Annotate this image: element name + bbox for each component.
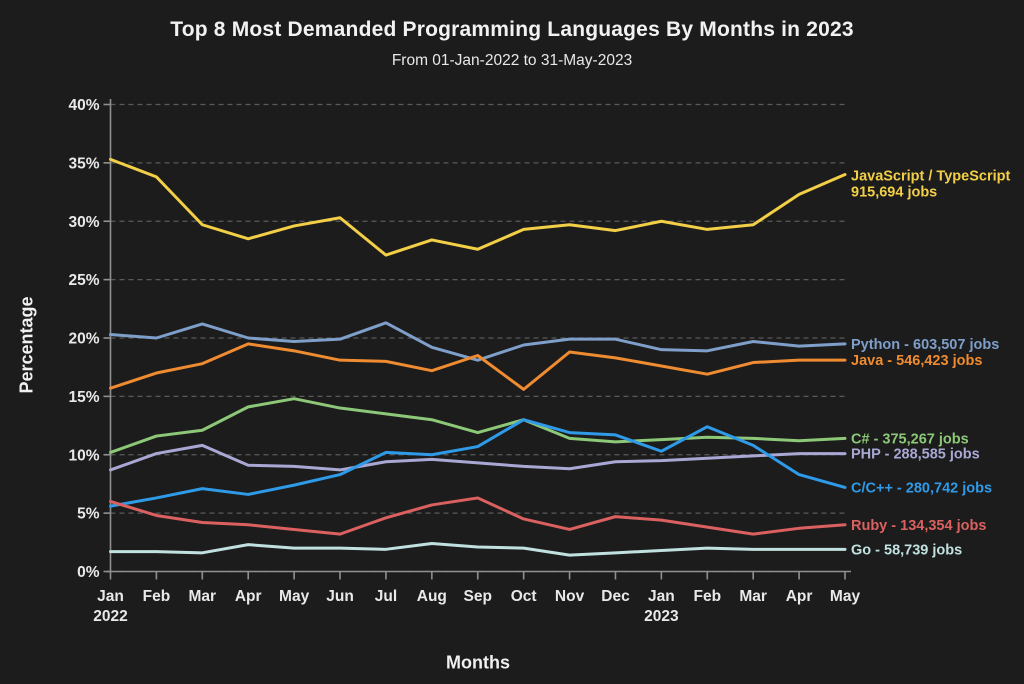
series-label-c-c-: C/C++ - 280,742 jobs [851, 480, 992, 496]
x-tick-label: Jun [326, 588, 354, 605]
series-label-python: Python - 603,507 jobs [851, 337, 999, 353]
x-tick-label: Mar [189, 588, 217, 605]
series-label-java: Java - 546,423 jobs [851, 353, 982, 369]
chart-subtitle: From 01-Jan-2022 to 31-May-2023 [391, 52, 633, 69]
x-tick-label: Apr [235, 588, 262, 605]
series-label-go: Go - 58,739 jobs [851, 542, 962, 558]
series-line-java [109, 342, 847, 391]
x-tick-label: Dec [601, 588, 630, 605]
x-tick-label: Jul [375, 588, 397, 605]
y-tick-label: 15% [68, 389, 99, 406]
chart-title: Top 8 Most Demanded Programming Language… [170, 18, 854, 41]
x-year-label: 2023 [644, 608, 679, 625]
x-tick-label: Sep [464, 588, 492, 605]
series-line-php [109, 443, 847, 472]
series-line-ruby [109, 496, 847, 536]
x-tick-label: Apr [786, 588, 813, 605]
y-tick-label: 5% [77, 506, 100, 523]
x-tick-label: Nov [555, 588, 585, 605]
series-line-c-c- [109, 418, 847, 508]
series-label-c-: C# - 375,267 jobs [851, 431, 969, 447]
y-tick-label: 20% [68, 331, 99, 348]
series-label-javascript-typescript: 915,694 jobs [851, 185, 937, 201]
series-line-python [109, 321, 847, 362]
y-tick-label: 40% [68, 97, 99, 114]
x-tick-label: Feb [694, 588, 722, 605]
series-line-go [109, 541, 847, 557]
y-tick-label: 35% [68, 155, 99, 172]
series-line-c- [109, 397, 847, 454]
x-tick-label: Feb [143, 588, 171, 605]
y-tick-label: 10% [68, 447, 99, 464]
x-tick-label: Jan [648, 588, 675, 605]
y-tick-label: 25% [68, 272, 99, 289]
x-tick-label: Mar [739, 588, 767, 605]
x-tick-label: May [279, 588, 310, 605]
series-line-javascript-typescript [109, 157, 847, 257]
y-tick-label: 0% [77, 564, 100, 581]
series-label-javascript-typescript: JavaScript / TypeScript [851, 169, 1010, 185]
series-label-ruby: Ruby - 134,354 jobs [851, 518, 986, 534]
y-tick-label: 30% [68, 214, 99, 231]
x-axis-title: Months [446, 652, 510, 673]
x-tick-label: Oct [511, 588, 537, 605]
x-tick-label: Aug [417, 588, 447, 605]
x-tick-label: May [830, 588, 861, 605]
x-year-label: 2022 [93, 608, 127, 625]
series-label-php: PHP - 288,585 jobs [851, 447, 980, 463]
x-tick-label: Jan [97, 588, 124, 605]
